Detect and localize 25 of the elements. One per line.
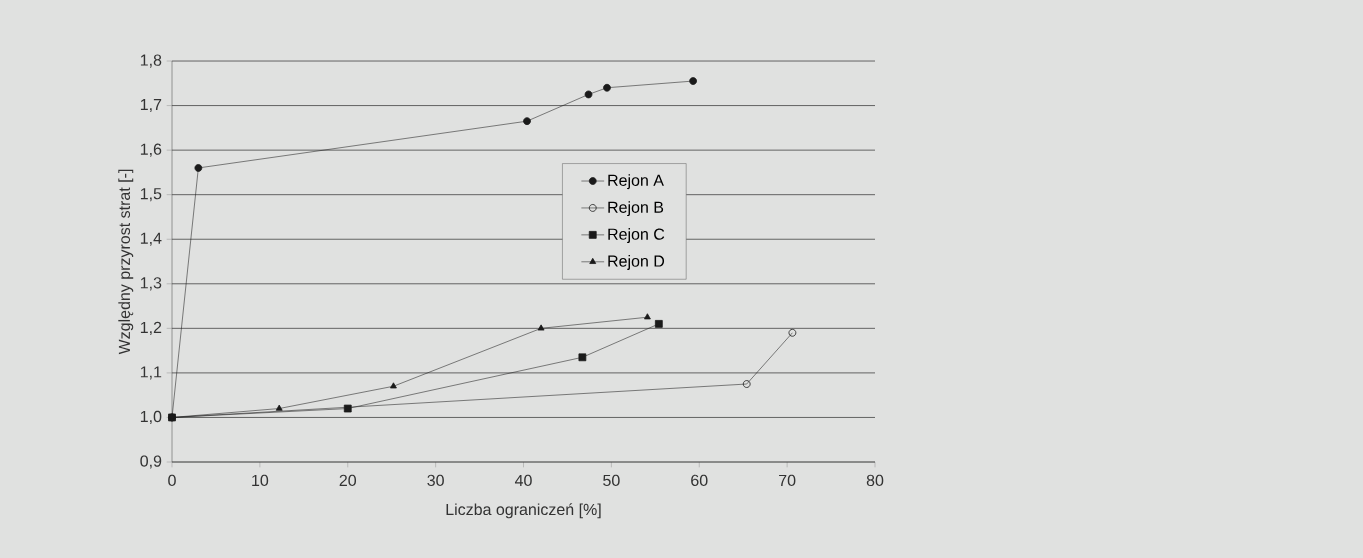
x-tick-label: 50 <box>603 474 620 487</box>
x-tick-label: 30 <box>427 474 444 487</box>
x-tick-label: 0 <box>168 474 176 487</box>
legend-label: Rejon A <box>608 174 664 190</box>
x-axis-title: Liczba ograniczeń [%] <box>446 503 601 519</box>
x-tick-label: 80 <box>866 474 884 487</box>
y-tick-label: 1,4 <box>140 232 162 246</box>
y-tick-label: 0,9 <box>140 455 162 469</box>
y-axis-title: Względny przyrost strat [-] <box>118 169 134 355</box>
x-tick-label: 60 <box>691 474 708 487</box>
y-tick-label: 1,3 <box>140 277 162 291</box>
x-tick-label: 10 <box>252 474 269 487</box>
y-tick-label: 1,1 <box>140 366 162 380</box>
x-tick-label: 70 <box>779 474 796 487</box>
y-tick-label: 1,2 <box>140 321 162 335</box>
y-tick-label: 1,7 <box>140 99 162 113</box>
y-tick-label: 1,0 <box>140 410 162 425</box>
y-tick-label: 1,6 <box>140 143 162 157</box>
legend-label: Rejon C <box>608 228 665 243</box>
x-tick-label: 20 <box>339 474 357 487</box>
legend-label: Rejon B <box>608 201 664 217</box>
legend-label: Rejon D <box>608 255 665 270</box>
y-tick-label: 1,5 <box>140 188 162 202</box>
y-tick-label: 1,8 <box>140 54 162 68</box>
x-tick-label: 40 <box>514 474 532 487</box>
